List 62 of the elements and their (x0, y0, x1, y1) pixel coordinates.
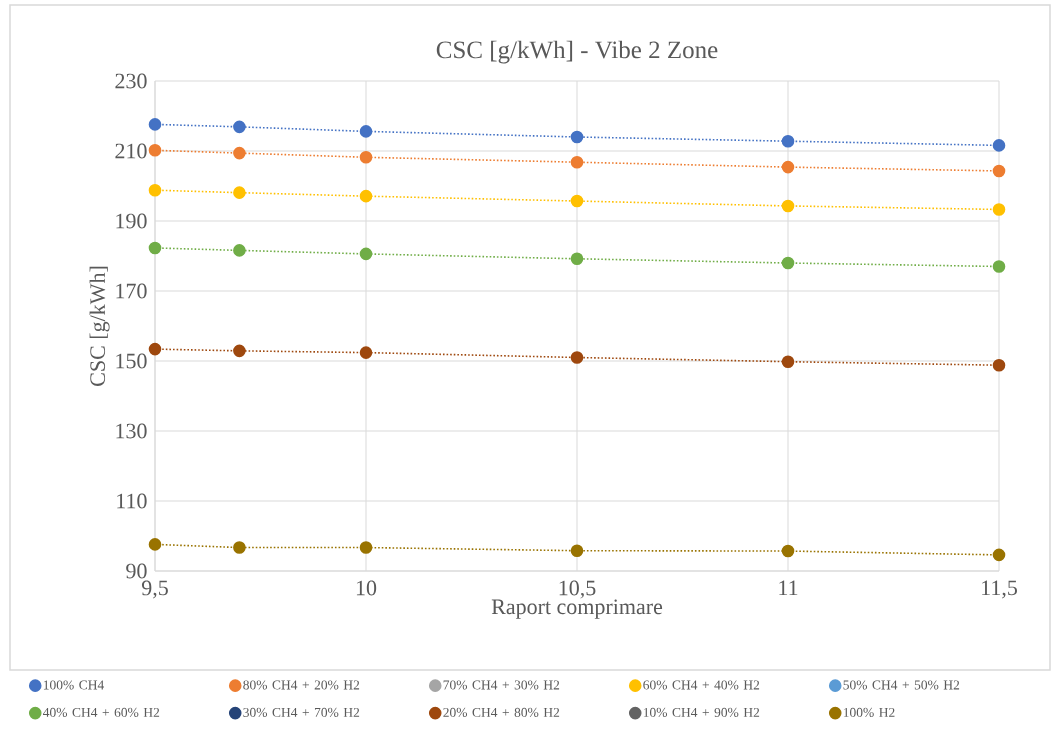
point (781, 134, 795, 148)
point (570, 194, 584, 208)
point (992, 358, 1006, 372)
x-tick-label: 11,5 (982, 580, 1017, 599)
point (148, 342, 162, 356)
legend-label: 40% CH4 + 60% H2 (43, 707, 160, 718)
legend-label: 20% CH4 + 80% H2 (443, 707, 560, 718)
point (233, 186, 246, 199)
legend-label: 80% CH4 + 20% H2 (243, 680, 360, 690)
point (781, 160, 795, 174)
point (570, 155, 584, 169)
legend-label: 70% CH4 + 30% H2 (443, 680, 560, 690)
point (233, 244, 246, 257)
x-tick-label: 9,5 (141, 580, 168, 599)
point (570, 130, 584, 144)
legend-label: 30% CH4 + 70% H2 (243, 707, 360, 718)
point (992, 260, 1006, 273)
point (570, 351, 584, 364)
point (233, 120, 246, 134)
point (781, 544, 795, 558)
point (233, 541, 246, 554)
x-axis-title: Raport comprimare (491, 599, 663, 619)
point (992, 139, 1006, 152)
point (359, 189, 373, 203)
x-tick-label: 10 (356, 580, 377, 596)
point (233, 344, 246, 358)
point (148, 538, 162, 551)
point (148, 241, 162, 255)
point (148, 183, 162, 197)
x-tick-label: 10,5 (559, 580, 596, 599)
y-tick-label: 90 (126, 563, 147, 579)
point (992, 548, 1006, 562)
chart-title: CSC [g/kWh] - Vibe 2 Zone (436, 40, 718, 64)
point (359, 247, 373, 261)
point (148, 144, 162, 157)
point (781, 355, 795, 368)
legend-label: 100% H2 (843, 707, 895, 718)
y-tick-label: 110 (117, 493, 147, 509)
point (781, 199, 795, 213)
legend-label: 60% CH4 + 40% H2 (643, 680, 760, 690)
point (359, 151, 373, 164)
x-tick-label: 11 (779, 580, 798, 596)
point (992, 203, 1006, 216)
point (781, 256, 795, 270)
legend-label: 50% CH4 + 50% H2 (843, 680, 960, 690)
point (992, 164, 1006, 178)
point (570, 252, 584, 266)
y-axis-title: CSC [g/kWh] (89, 266, 110, 386)
point (359, 125, 373, 138)
point (233, 146, 246, 160)
point (570, 544, 584, 557)
y-tick-label: 150 (116, 353, 147, 369)
y-tick-label: 230 (115, 73, 147, 89)
legend-label: 100% CH4 (43, 680, 105, 690)
y-tick-label: 210 (115, 143, 147, 159)
point (359, 541, 373, 554)
point (359, 346, 373, 359)
y-tick-label: 130 (116, 423, 147, 439)
legend-label: 10% CH4 + 90% H2 (643, 707, 760, 718)
y-tick-label: 190 (116, 213, 147, 229)
y-tick-label: 170 (116, 283, 147, 299)
point (148, 118, 162, 131)
